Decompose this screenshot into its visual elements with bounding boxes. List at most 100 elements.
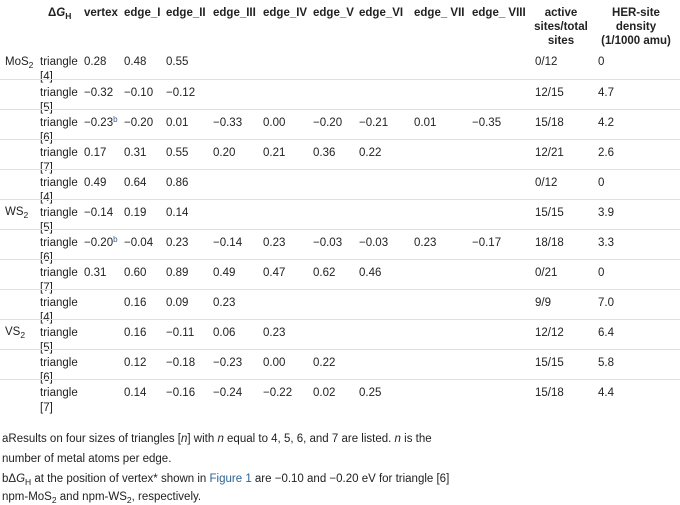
header-edge-v: edge_V (313, 7, 354, 19)
cell-edge-i: 0.16 (124, 327, 147, 339)
row-type: triangle (40, 207, 78, 219)
cell-active-sites: 15/18 (535, 117, 564, 129)
cell-edge-iii: −0.14 (213, 237, 243, 249)
table-row: triangle [4] 0.49 0.64 0.86 0/12 0 (0, 169, 680, 204)
header-edge-vii: edge_ VII (414, 7, 465, 19)
table-row: triangle [4] 0.16 0.09 0.23 9/9 7.0 (0, 289, 680, 324)
row-size: [5] (40, 222, 53, 234)
table-row: triangle [5] 0.16 −0.11 0.06 0.23 12/12 … (0, 319, 680, 354)
cell-her-density: 4.7 (598, 87, 614, 99)
cell-vertex: −0.23b (84, 115, 118, 129)
cell-edge-iv: 0.47 (263, 267, 286, 279)
cell-edge-iv: −0.22 (263, 387, 293, 399)
cell-active-sites: 0/12 (535, 177, 558, 189)
cell-edge-iii: −0.24 (213, 387, 243, 399)
header-edge-iii: edge_III (213, 7, 256, 19)
footnote-b: bΔGH at the position of vertex* shown in… (2, 473, 450, 487)
cell-edge-i: 0.31 (124, 147, 147, 159)
header-active-sites: active sites/total sites (534, 7, 588, 47)
cell-edge-ii: 0.89 (166, 267, 189, 279)
cell-vertex: 0.28 (84, 56, 107, 68)
cell-her-density: 6.4 (598, 327, 614, 339)
cell-active-sites: 15/15 (535, 207, 564, 219)
cell-her-density: 0 (598, 267, 605, 279)
cell-edge-ii: −0.12 (166, 87, 196, 99)
header-edge-vi: edge_VI (359, 7, 404, 19)
cell-edge-vi: −0.21 (359, 117, 389, 129)
header-edge-ii: edge_II (166, 7, 206, 19)
cell-edge-viii: −0.17 (472, 237, 502, 249)
cell-edge-vii: 0.23 (414, 237, 437, 249)
cell-her-density: 4.4 (598, 387, 614, 399)
cell-active-sites: 15/15 (535, 357, 564, 369)
table-row: triangle [6] 0.12 −0.18 −0.23 0.00 0.22 … (0, 349, 680, 384)
cell-vertex: −0.32 (84, 87, 114, 99)
cell-active-sites: 0/12 (535, 56, 558, 68)
cell-edge-vi: 0.25 (359, 387, 382, 399)
row-size: [4] (40, 71, 53, 83)
row-size: [6] (40, 372, 53, 384)
cell-edge-i: 0.48 (124, 56, 147, 68)
cell-active-sites: 12/21 (535, 147, 564, 159)
cell-edge-iv: 0.23 (263, 327, 286, 339)
header-edge-viii: edge_ VIII (472, 7, 526, 19)
cell-edge-ii: −0.18 (166, 357, 196, 369)
cell-her-density: 7.0 (598, 297, 614, 309)
cell-edge-v: 0.36 (313, 147, 336, 159)
header-her-density: HER-site density (1/1000 amu) (601, 7, 671, 47)
cell-edge-v: 0.02 (313, 387, 336, 399)
group-label-ws2: WS2 (5, 206, 29, 220)
cell-her-density: 5.8 (598, 357, 614, 369)
cell-edge-i: −0.04 (124, 237, 154, 249)
table-row: triangle [7] 0.31 0.60 0.89 0.49 0.47 0.… (0, 259, 680, 294)
row-size: [4] (40, 192, 53, 204)
row-type: triangle (40, 357, 78, 369)
header-delta-gh: ΔGH (48, 7, 72, 21)
cell-edge-i: 0.64 (124, 177, 147, 189)
row-size: [6] (40, 132, 53, 144)
table-row: triangle [6] −0.23b −0.20 0.01 −0.33 0.0… (0, 109, 680, 144)
cell-edge-i: 0.19 (124, 207, 147, 219)
cell-edge-iii: 0.23 (213, 297, 236, 309)
row-type: triangle (40, 87, 78, 99)
cell-edge-iii: 0.20 (213, 147, 236, 159)
cell-edge-iii: 0.49 (213, 267, 236, 279)
row-size: [6] (40, 252, 53, 264)
cell-edge-vii: 0.01 (414, 117, 437, 129)
cell-edge-ii: −0.16 (166, 387, 196, 399)
table-row: triangle [7] 0.17 0.31 0.55 0.20 0.21 0.… (0, 139, 680, 174)
cell-edge-ii: 0.23 (166, 237, 189, 249)
cell-edge-i: 0.16 (124, 297, 147, 309)
row-size: [4] (40, 312, 53, 324)
cell-edge-vi: 0.46 (359, 267, 382, 279)
cell-active-sites: 18/18 (535, 237, 564, 249)
cell-vertex: 0.49 (84, 177, 107, 189)
footnote-a-continued: number of metal atoms per edge. (2, 453, 172, 465)
row-type: triangle (40, 56, 78, 68)
table-row: triangle [7] 0.14 −0.16 −0.24 −0.22 0.02… (0, 379, 680, 414)
cell-vertex: 0.17 (84, 147, 107, 159)
cell-edge-v: 0.62 (313, 267, 336, 279)
row-size: [7] (40, 282, 53, 294)
cell-edge-v: −0.03 (313, 237, 343, 249)
cell-active-sites: 12/15 (535, 87, 564, 99)
table-row: triangle [5] −0.32 −0.10 −0.12 12/15 4.7 (0, 79, 680, 114)
figure-1-link[interactable]: Figure 1 (209, 473, 252, 485)
group-label-vs2: VS2 (5, 326, 26, 340)
cell-edge-ii: 0.55 (166, 56, 189, 68)
row-type: triangle (40, 147, 78, 159)
cell-edge-ii: −0.11 (166, 327, 195, 339)
row-size: [7] (40, 402, 53, 414)
cell-edge-iv: 0.23 (263, 237, 286, 249)
cell-edge-v: 0.22 (313, 357, 336, 369)
cell-her-density: 3.9 (598, 207, 614, 219)
cell-her-density: 3.3 (598, 237, 614, 249)
header-edge-iv: edge_IV (263, 7, 308, 19)
footnote-b-continued: npm-MoS2 and npm-WS2, respectively. (2, 491, 202, 505)
cell-edge-v: −0.20 (313, 117, 343, 129)
footnote-a: aResults on four sizes of triangles [n] … (2, 433, 432, 445)
row-type: triangle (40, 387, 78, 399)
cell-edge-i: −0.10 (124, 87, 154, 99)
row-size: [5] (40, 342, 53, 354)
cell-her-density: 0 (598, 177, 605, 189)
